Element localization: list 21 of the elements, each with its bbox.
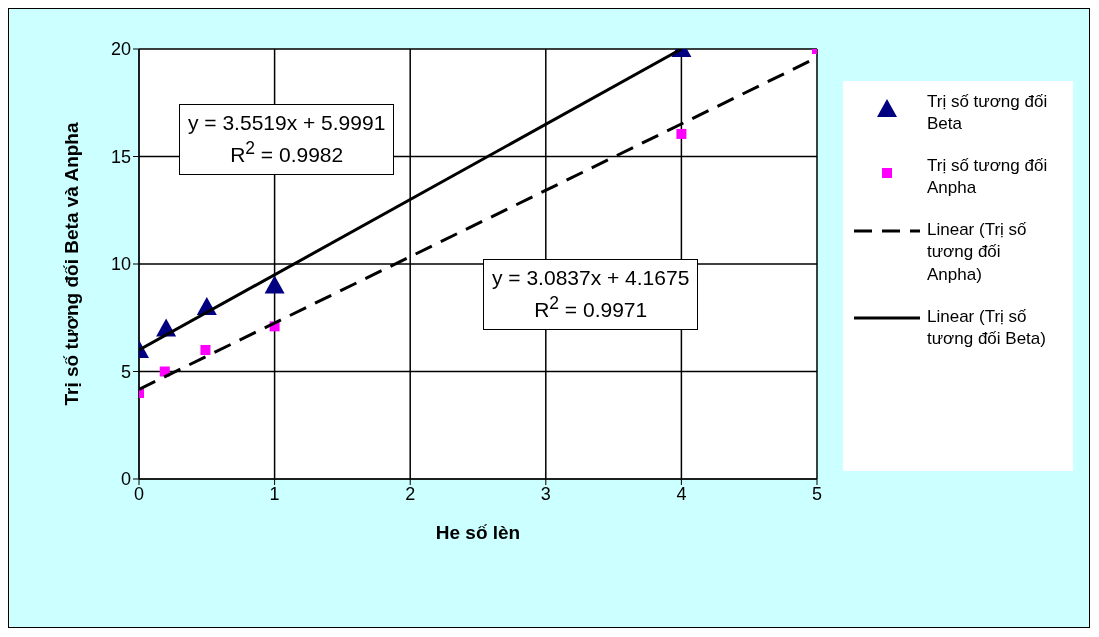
x-axis-title: He số lèn [435, 522, 521, 543]
y-axis-title: Trị số tương đối Beta và Anpha [60, 122, 82, 406]
annotation: y = 3.5519x + 5.9991 R$^{2}$ = 0.9982 [179, 104, 395, 175]
point [200, 345, 211, 355]
legend-label: Linear (Trị số tương đối Anpha) [927, 219, 1028, 286]
x-tick-label: 0 [133, 483, 145, 504]
x-tick-label: 3 [540, 483, 551, 504]
annotation: y = 3.0837x + 4.1675 R$^{2}$ = 0.9971 [483, 259, 699, 330]
legend-label: Trị số tương đối Beta [927, 91, 1049, 136]
y-tick-label: 10 [110, 254, 131, 275]
x-tick-label: 4 [676, 483, 687, 504]
y-tick-label: 20 [110, 39, 131, 60]
legend-label: Trị số tương đối Anpha [927, 155, 1049, 200]
y-tick-label: 15 [110, 146, 131, 167]
x-tick-label: 1 [269, 483, 280, 504]
x-tick-label: 2 [405, 483, 416, 504]
point [264, 275, 285, 294]
legend-label: Linear (Trị số tương đối Beta) [927, 305, 1047, 350]
x-tick-label: 5 [811, 483, 823, 504]
y-tick-label: 0 [120, 469, 131, 490]
y-tick-label: 5 [120, 361, 131, 382]
